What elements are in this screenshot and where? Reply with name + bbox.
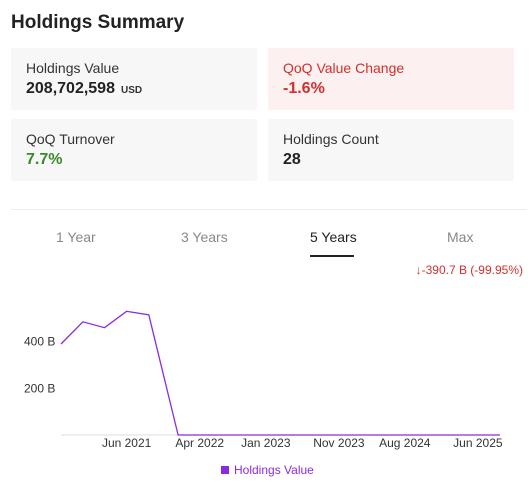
holdings-value-chart: 200 B 400 B Jun 2021 Apr 2022 Jan 2023 Nov 2… (24, 310, 503, 450)
chart-legend[interactable]: Holdings Value (221, 463, 314, 477)
section-divider (11, 209, 527, 210)
holdings-count-amount: 28 (283, 151, 301, 168)
qoq-value-change-label: QoQ Value Change (283, 60, 405, 76)
holdings-value-amount: 208,702,598 (26, 80, 115, 97)
x-tick-label: Jan 2023 (241, 436, 291, 450)
holdings-value-card: Holdings Value 208,702,598 USD (11, 48, 257, 110)
qoq-value-change-amount: -1.6% (283, 80, 325, 97)
active-tab-indicator (310, 255, 354, 257)
holdings-value-line (60, 310, 500, 436)
legend-label: Holdings Value (234, 463, 314, 477)
qoq-turnover-card: QoQ Turnover 7.7% (11, 119, 257, 181)
holdings-value-unit: USD (120, 85, 143, 96)
data-point (235, 433, 238, 436)
qoq-value-change-card: QoQ Value Change -1.6% (268, 48, 514, 110)
data-point (403, 433, 406, 436)
period-change-text: ↓-390.7 B (-99.95%) (415, 263, 523, 277)
holdings-count-card: Holdings Count 28 (268, 119, 514, 181)
data-point (367, 433, 370, 436)
tab-max[interactable]: Max (447, 229, 474, 245)
data-point (147, 313, 150, 316)
x-tick-label: Jun 2021 (102, 436, 152, 450)
data-point (125, 310, 128, 313)
tab-1-year[interactable]: 1 Year (56, 229, 96, 245)
data-point (103, 326, 106, 329)
qoq-turnover-amount: 7.7% (26, 151, 63, 168)
tab-3-years[interactable]: 3 Years (181, 229, 228, 245)
x-tick-label: Nov 2023 (313, 436, 365, 450)
data-point (499, 433, 502, 436)
data-point (177, 433, 180, 436)
x-tick-label: Jun 2025 (453, 436, 503, 450)
x-tick-label: Apr 2022 (175, 436, 224, 450)
page-title: Holdings Summary (11, 12, 185, 33)
tab-5-years[interactable]: 5 Years (310, 229, 357, 245)
y-tick-label: 400 B (24, 335, 55, 349)
data-point (60, 343, 63, 346)
qoq-turnover-label: QoQ Turnover (26, 131, 115, 147)
x-tick-labels: Jun 2021 Apr 2022 Jan 2023 Nov 2023 Aug 2024… (102, 436, 503, 450)
holdings-count-label: Holdings Count (283, 131, 379, 147)
holdings-value-label: Holdings Value (26, 60, 120, 76)
x-tick-label: Aug 2024 (379, 436, 431, 450)
y-tick-label: 200 B (24, 381, 55, 395)
data-point (337, 433, 340, 436)
y-tick-labels: 200 B 400 B (24, 335, 55, 396)
data-point (301, 433, 304, 436)
data-point (264, 433, 267, 436)
legend-swatch (221, 466, 229, 474)
data-point (476, 433, 479, 436)
data-point (440, 433, 443, 436)
data-point (198, 433, 201, 436)
data-point (81, 320, 84, 323)
data-points (60, 310, 502, 437)
